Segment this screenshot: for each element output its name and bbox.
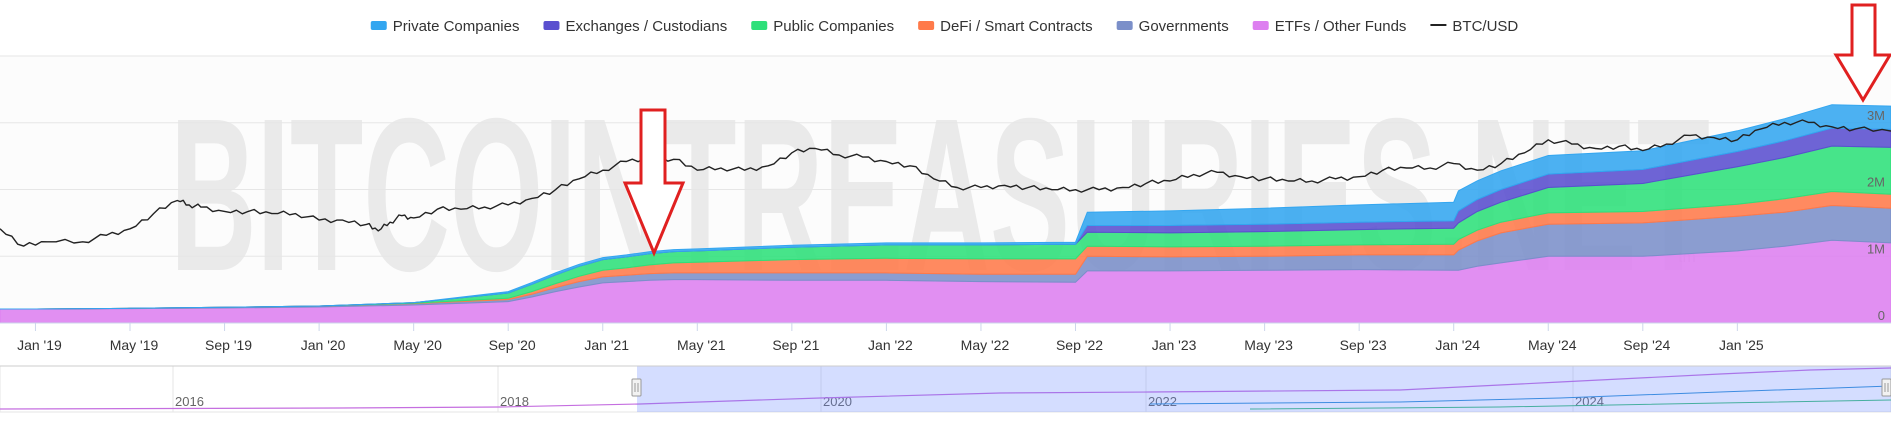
x-tick-label: Jan '22 [868, 337, 913, 353]
x-tick-label: Jan '24 [1435, 337, 1480, 353]
legend: Private Companies Exchanges / Custodians P… [370, 18, 1518, 35]
x-tick-label: May '23 [1244, 337, 1293, 353]
btc-usd-line-layer [0, 119, 1891, 247]
x-axis-ticks: Jan '19 May '19 Sep '19 Jan '20 May '20 Sep '… [17, 323, 1764, 353]
x-tick-label: Sep '22 [1056, 337, 1103, 353]
legend-item-governments[interactable]: Governments [1116, 18, 1229, 35]
navigator-year-label: 2018 [500, 394, 529, 409]
legend-item-btc-usd[interactable]: BTC/USD [1430, 18, 1518, 35]
red-arrow-annotation-right [1833, 3, 1891, 103]
legend-label: Private Companies [393, 18, 520, 35]
x-tick-label: May '22 [961, 337, 1010, 353]
legend-item-exchanges-custodians[interactable]: Exchanges / Custodians [543, 18, 727, 35]
y-tick-label: 1M [1867, 241, 1885, 256]
y-axis-labels: 0 1M 2M 3M [1867, 108, 1885, 323]
y-tick-label: 3M [1867, 108, 1885, 123]
x-tick-label: Jan '19 [17, 337, 62, 353]
navigator-year-label: 2022 [1148, 394, 1177, 409]
annotations [622, 3, 1891, 257]
legend-symbol [370, 21, 387, 30]
x-tick-label: Sep '23 [1340, 337, 1387, 353]
x-tick-label: Sep '21 [772, 337, 819, 353]
legend-label: BTC/USD [1452, 18, 1518, 35]
legend-label: ETFs / Other Funds [1275, 18, 1407, 35]
legend-label: Exchanges / Custodians [565, 18, 727, 35]
legend-item-private-companies[interactable]: Private Companies [370, 18, 520, 35]
x-tick-label: Sep '20 [489, 337, 536, 353]
red-arrow-annotation-left [622, 108, 686, 257]
series-btc-usd[interactable] [0, 119, 1891, 247]
y-tick-label: 2M [1867, 175, 1885, 190]
legend-symbol [1116, 21, 1133, 30]
x-tick-label: May '20 [393, 337, 442, 353]
x-tick-label: Sep '19 [205, 337, 252, 353]
legend-symbol [918, 21, 935, 30]
legend-item-defi-smart-contracts[interactable]: DeFi / Smart Contracts [918, 18, 1093, 35]
navigator-selected-range[interactable] [637, 366, 1891, 412]
navigator-series-line [1249, 399, 1891, 410]
x-tick-label: Sep '24 [1623, 337, 1670, 353]
legend-label: Governments [1139, 18, 1229, 35]
area-private-companies[interactable] [0, 104, 1891, 310]
navigator-series [0, 367, 1891, 410]
legend-symbol [1252, 21, 1269, 30]
y-tick-label: 0 [1878, 308, 1885, 323]
x-tick-label: Jan '21 [584, 337, 629, 353]
legend-label: Public Companies [773, 18, 894, 35]
navigator-handle-right[interactable] [1881, 378, 1891, 397]
navigator-year-label: 2016 [175, 394, 204, 409]
x-tick-label: Jan '23 [1152, 337, 1197, 353]
legend-symbol [751, 21, 768, 30]
navigator-handle-left[interactable] [631, 378, 642, 397]
x-tick-label: Jan '25 [1719, 337, 1764, 353]
navigator[interactable]: 2016 2018 2020 2022 2024 [0, 365, 1891, 413]
x-tick-label: Jan '20 [301, 337, 346, 353]
navigator-series-line [0, 367, 1891, 410]
legend-symbol [543, 21, 560, 30]
navigator-series-line [1149, 385, 1891, 405]
x-tick-label: May '24 [1528, 337, 1577, 353]
x-tick-label: May '19 [110, 337, 159, 353]
legend-item-etfs-other-funds[interactable]: ETFs / Other Funds [1252, 18, 1407, 35]
x-tick-label: May '21 [677, 337, 726, 353]
legend-item-public-companies[interactable]: Public Companies [751, 18, 894, 35]
legend-label: DeFi / Smart Contracts [940, 18, 1093, 35]
